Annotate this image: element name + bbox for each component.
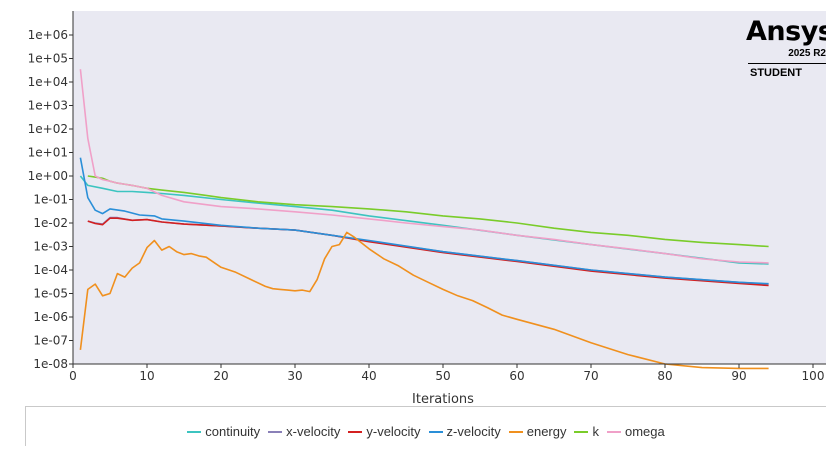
legend-swatch xyxy=(574,430,589,433)
legend-item-omega: omega xyxy=(606,424,665,439)
legend: continuity x-velocity y-velocity z-velocity… xyxy=(25,406,826,446)
x-tick-label: 20 xyxy=(213,369,228,383)
x-tick-label: 0 xyxy=(69,369,77,383)
legend-row: continuity x-velocity y-velocity z-velocity… xyxy=(26,424,826,439)
legend-item-x-velocity: x-velocity xyxy=(268,424,340,439)
y-tick-label: 1e+04 xyxy=(28,75,68,89)
legend-label: k xyxy=(592,424,599,439)
legend-item-energy: energy xyxy=(508,424,567,439)
legend-swatch xyxy=(348,430,363,433)
series-line-omega xyxy=(79,69,769,264)
y-tick-label: 1e+06 xyxy=(28,28,68,42)
y-tick-label: 1e+00 xyxy=(28,169,68,183)
legend-swatch xyxy=(606,430,621,433)
legend-label: energy xyxy=(526,424,567,439)
y-tick-label: 1e+03 xyxy=(28,99,68,113)
y-tick-label: 1e-05 xyxy=(33,287,68,301)
legend-label: omega xyxy=(624,424,665,439)
legend-label: y-velocity xyxy=(366,424,421,439)
axis-layer: 1e-08 1e-07 1e-06 1e-05 1e-04 1e-03 1e-02 1e-01… xyxy=(28,11,826,407)
x-axis-label: Iterations xyxy=(412,392,474,407)
x-tick-label: 80 xyxy=(657,369,672,383)
legend-label: z-velocity xyxy=(446,424,501,439)
legend-label: continuity xyxy=(205,424,261,439)
y-tick-label: 1e+01 xyxy=(28,146,68,160)
legend-item-z-velocity: z-velocity xyxy=(428,424,501,439)
legend-label: x-velocity xyxy=(286,424,341,439)
y-tick-label: 1e-04 xyxy=(33,263,68,277)
y-tick-label: 1e-03 xyxy=(33,240,68,254)
brand-divider xyxy=(748,63,826,64)
brand-edition: STUDENT xyxy=(750,67,802,79)
legend-swatch xyxy=(508,430,523,433)
y-tick-label: 1e-08 xyxy=(33,357,68,371)
x-tick-label: 30 xyxy=(287,369,302,383)
x-tick-label: 40 xyxy=(361,369,376,383)
brand-name: Ansys xyxy=(746,18,826,46)
x-tick-label: 70 xyxy=(583,369,598,383)
legend-item-k: k xyxy=(574,424,599,439)
y-tick-label: 1e-06 xyxy=(33,310,68,324)
x-tick-label: 10 xyxy=(139,369,154,383)
y-tick-label: 1e+02 xyxy=(28,122,68,136)
legend-swatch xyxy=(428,430,443,433)
legend-swatch xyxy=(268,430,283,433)
x-tick-label: 100 xyxy=(802,369,825,383)
x-tick-label: 60 xyxy=(509,369,524,383)
legend-swatch xyxy=(187,430,202,433)
y-tick-label: 1e-07 xyxy=(33,334,68,348)
y-tick-label: 1e+05 xyxy=(28,52,68,66)
y-tick-label: 1e-02 xyxy=(33,216,68,230)
y-tick-label: 1e-01 xyxy=(33,193,68,207)
x-tick-label: 50 xyxy=(435,369,450,383)
series-line-energy xyxy=(79,231,769,370)
brand-version: 2025 R2 xyxy=(788,48,826,59)
ansys-logo: Ansys 2025 R2 STUDENT xyxy=(746,18,826,79)
series-layer xyxy=(79,69,769,370)
plot-area xyxy=(73,11,826,364)
series-line-z-velocity xyxy=(79,157,769,285)
legend-item-continuity: continuity xyxy=(187,424,260,439)
legend-item-y-velocity: y-velocity xyxy=(348,424,421,439)
x-tick-label: 90 xyxy=(731,369,746,383)
